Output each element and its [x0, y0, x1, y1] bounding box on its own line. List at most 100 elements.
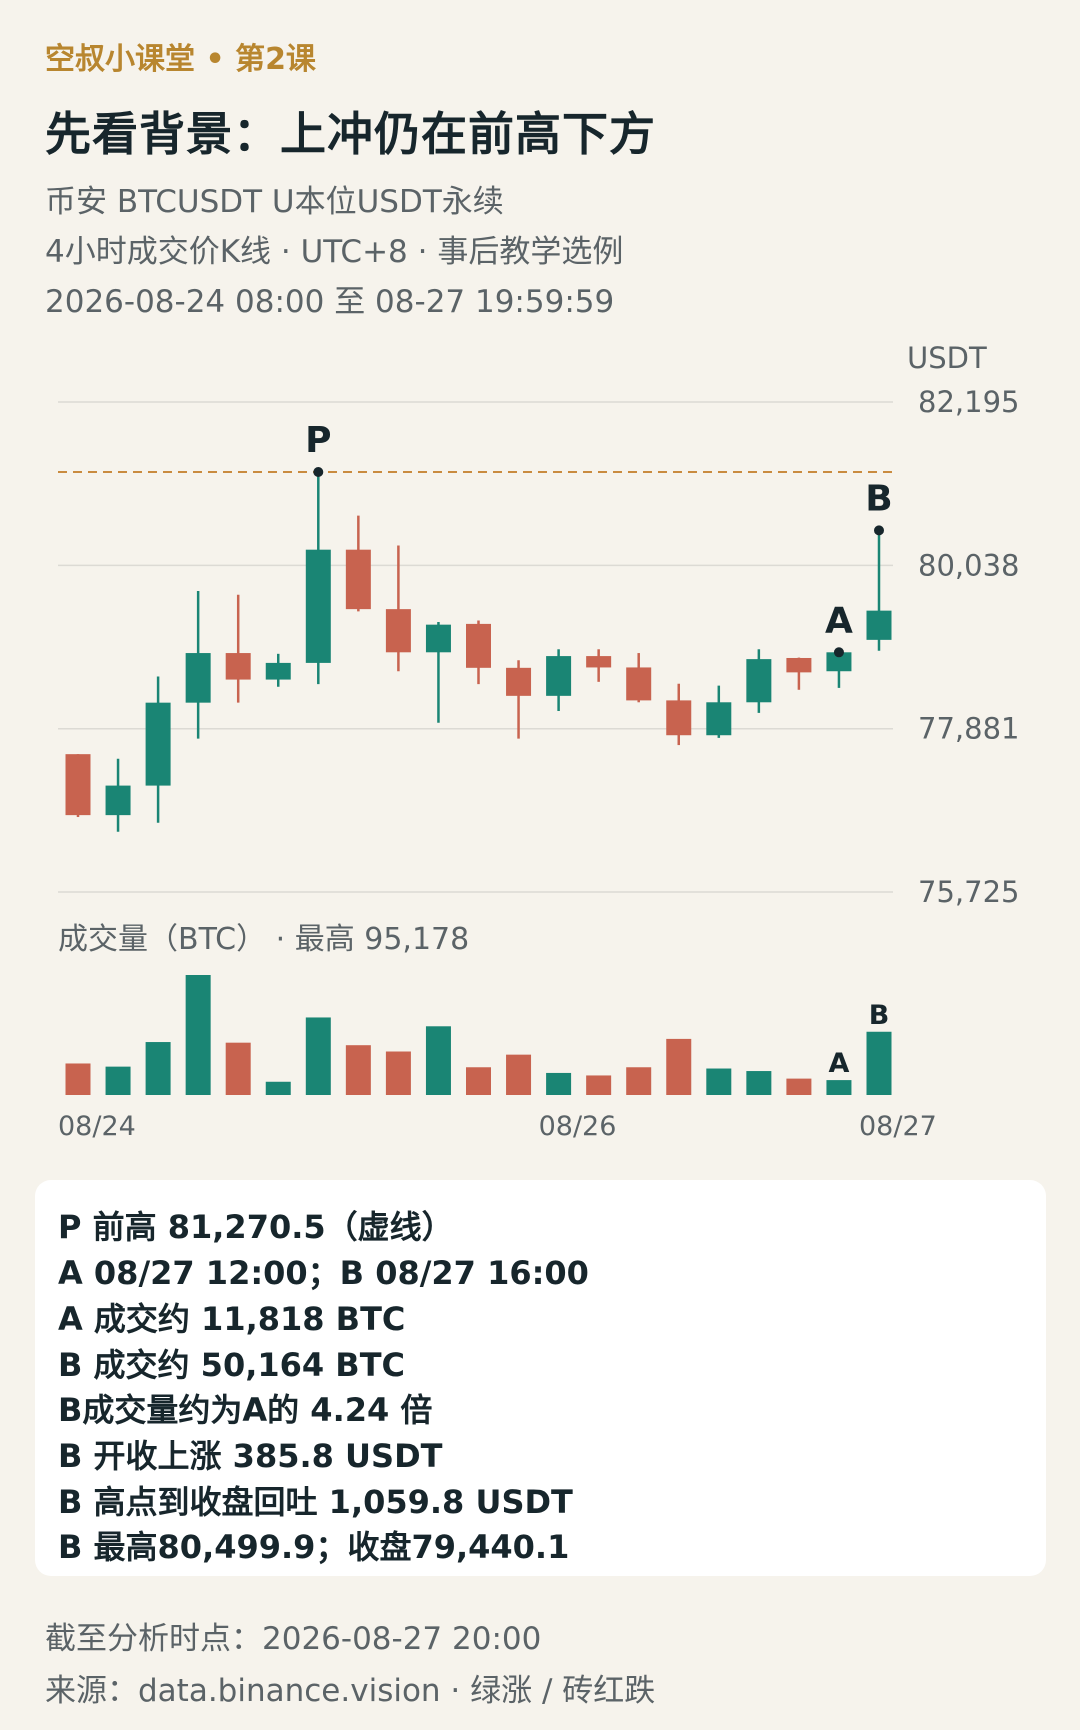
- candle: [305, 472, 331, 685]
- candle: [65, 754, 91, 818]
- note-prior-high: P 前高 81,270.5（虚线）: [58, 1208, 454, 1246]
- candle-body: [425, 624, 451, 653]
- price-unit-label: USDT: [907, 341, 987, 375]
- candle: [105, 758, 131, 832]
- volume-bar: [265, 1081, 291, 1095]
- candle: [225, 594, 251, 703]
- candle: [626, 653, 652, 703]
- volume-bar: [626, 1067, 652, 1095]
- subtitle-instrument: 币安 BTCUSDT U本位USDT永续: [45, 184, 504, 220]
- candle: [185, 590, 211, 739]
- volume-title: 成交量（BTC） · 最高 95,178: [58, 922, 469, 957]
- marker-dot-a: [833, 647, 844, 658]
- candle: [666, 683, 692, 746]
- candle-body: [65, 754, 91, 816]
- candle-body: [826, 652, 852, 672]
- volume-bar: [145, 1042, 171, 1095]
- volume-markers: AB: [828, 1000, 889, 1079]
- y-tick-label: 80,038: [918, 548, 1019, 582]
- candle-body: [866, 610, 892, 640]
- candle-body: [265, 662, 291, 680]
- candle: [746, 649, 772, 713]
- volume-bar: [786, 1078, 812, 1095]
- candle-body: [225, 653, 251, 680]
- note-b-high-close: B 最高80,499.9；收盘79,440.1: [58, 1528, 570, 1566]
- note-b-pullback: B 高点到收盘回吐 1,059.8 USDT: [58, 1483, 573, 1521]
- candle-body: [506, 667, 532, 696]
- footer-as-of: 截至分析时点：2026-08-27 20:00: [45, 1621, 542, 1657]
- marker-dot-b: [874, 525, 884, 536]
- volume-marker-a: A: [828, 1048, 849, 1079]
- candle-body: [185, 653, 211, 703]
- y-tick-labels: 82,195 80,038 77,881 75,725: [918, 385, 1019, 909]
- subtitle-timeframe: 4小时成交价K线 · UTC+8 · 事后教学选例: [45, 234, 624, 270]
- candle: [385, 545, 411, 672]
- point-markers: P A B: [305, 420, 893, 658]
- candle: [866, 530, 892, 651]
- note-a-volume: A 成交约 11,818 BTC: [58, 1300, 406, 1338]
- volume-marker-b: B: [869, 1000, 890, 1031]
- candle-body: [666, 700, 692, 736]
- x-tick-label: 08/26: [539, 1111, 617, 1142]
- volume-bar: [506, 1054, 532, 1095]
- candle: [506, 660, 532, 739]
- course-brand: 空叔小课堂 • 第2课: [45, 42, 316, 77]
- volume-bar: [666, 1038, 692, 1095]
- candle-body: [105, 785, 131, 816]
- page-title: 先看背景：上冲仍在前高下方: [45, 107, 656, 161]
- candle: [265, 653, 291, 687]
- marker-label-a: A: [825, 600, 853, 641]
- candle: [425, 622, 451, 723]
- candle-body: [466, 623, 491, 668]
- note-b-volume: B 成交约 50,164 BTC: [58, 1346, 406, 1384]
- volume-bar: [385, 1051, 411, 1095]
- volume-bar: [586, 1075, 612, 1095]
- y-tick-label: 75,725: [918, 875, 1019, 909]
- volume-bar: [706, 1068, 732, 1095]
- note-a-b-times: A 08/27 12:00；B 08/27 16:00: [58, 1254, 589, 1292]
- volume-bar: [826, 1080, 852, 1095]
- candles: [65, 472, 892, 832]
- volume-bar: [65, 1063, 91, 1095]
- candle: [586, 649, 612, 682]
- marker-dot-p: [313, 467, 324, 478]
- volume-bar: [466, 1067, 491, 1095]
- volume-bar: [345, 1045, 371, 1095]
- candle-body: [786, 657, 812, 673]
- marker-label-b: B: [865, 478, 892, 519]
- volume-bar: [866, 1031, 892, 1095]
- note-volume-ratio: B成交量约为A的 4.24 倍: [58, 1391, 433, 1429]
- candle: [546, 649, 572, 711]
- candle: [345, 515, 371, 612]
- candle-body: [546, 656, 572, 696]
- x-tick-labels: 08/24 08/26 08/27: [58, 1111, 937, 1142]
- y-tick-label: 82,195: [918, 385, 1019, 419]
- volume-bar: [305, 1017, 331, 1095]
- candle-body: [305, 549, 331, 663]
- volume-bar: [425, 1026, 451, 1095]
- candle: [786, 657, 812, 690]
- candle: [145, 676, 171, 823]
- y-tick-label: 77,881: [918, 712, 1019, 746]
- candle-body: [385, 609, 411, 653]
- notes-panel: P 前高 81,270.5（虚线） A 08/27 12:00；B 08/27 …: [35, 1180, 1046, 1576]
- x-tick-label: 08/24: [58, 1111, 136, 1142]
- marker-label-p: P: [305, 420, 331, 461]
- candle: [466, 620, 491, 685]
- note-b-open-close: B 开收上涨 385.8 USDT: [58, 1437, 443, 1475]
- candle-body: [345, 549, 371, 610]
- volume-bar: [546, 1072, 572, 1095]
- candle-body: [145, 702, 171, 786]
- volume-bar: [746, 1071, 772, 1095]
- x-tick-label: 08/27: [859, 1111, 937, 1142]
- subtitle-date-range: 2026-08-24 08:00 至 08-27 19:59:59: [45, 284, 615, 320]
- candle-body: [706, 702, 732, 736]
- candle-body: [586, 656, 612, 668]
- footer-source: 来源：data.binance.vision · 绿涨 / 砖红跌: [45, 1673, 656, 1709]
- candle-body: [626, 667, 652, 701]
- volume-bar: [185, 975, 211, 1095]
- candle-body: [746, 659, 772, 703]
- volume-bar: [225, 1042, 251, 1095]
- candle: [706, 685, 732, 738]
